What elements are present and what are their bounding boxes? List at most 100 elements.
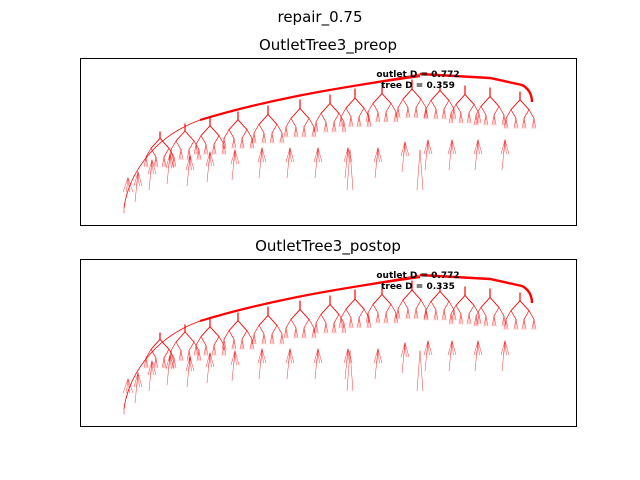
tree-vessel-segment xyxy=(285,118,292,128)
tree-vessel-segment xyxy=(447,139,453,155)
tree-vessel-segment xyxy=(170,350,174,361)
tree-vessel-segment xyxy=(320,102,331,114)
tree-vessel-segment xyxy=(133,372,139,388)
tree-vessel-segment xyxy=(493,307,500,317)
tree-vessel-segment xyxy=(261,333,265,345)
tree-vessel-segment xyxy=(464,294,475,306)
tree-vessel-segment xyxy=(343,147,349,163)
tree-vessel-segment xyxy=(447,340,453,356)
tree-vessel-segment xyxy=(329,303,340,315)
tree-vessel-segment xyxy=(433,309,437,321)
tree-vessel-segment xyxy=(258,348,263,380)
tree-vessel-segment xyxy=(127,177,130,193)
tree-vessel-segment xyxy=(455,104,462,114)
tree-vessel-segment xyxy=(258,113,269,125)
tree-vessel-segment xyxy=(423,108,427,120)
tree-vessel-segment xyxy=(473,139,479,155)
tree-vessel-segment xyxy=(468,313,472,325)
tree-vessel-segment xyxy=(233,137,237,149)
tree-vessel-segment xyxy=(171,156,175,168)
tree-vessel-segment xyxy=(390,304,397,314)
tree-vessel-segment xyxy=(385,312,389,324)
tree-vessel-segment xyxy=(153,357,157,369)
tree-vessel-segment xyxy=(450,313,454,325)
tree-vessel-segment xyxy=(377,348,380,364)
tree-vessel-segment xyxy=(531,319,535,330)
tree-vessel-segment xyxy=(290,319,297,329)
tree-vessel-segment xyxy=(209,326,220,338)
tree-vessel-segment xyxy=(423,340,429,356)
tree-vessel-segment xyxy=(413,308,417,319)
tree-vessel-segment xyxy=(419,350,424,392)
tree-vessel-segment xyxy=(466,313,470,325)
tree-vessel-segment xyxy=(344,348,349,380)
tree-vessel-segment xyxy=(323,322,327,334)
tree-vessel-segment xyxy=(415,308,419,319)
tree-vessel-segment xyxy=(345,97,356,109)
tree-vessel-segment xyxy=(271,124,278,134)
tree-vessel-segment xyxy=(166,354,171,386)
tree-vessel-segment xyxy=(451,139,454,155)
tree-vessel-segment xyxy=(186,350,190,361)
tree-vessel-segment xyxy=(513,319,517,330)
tree-vessel-segment xyxy=(448,100,455,110)
tree-vessel-segment xyxy=(196,149,200,160)
tree-vessel-segment xyxy=(283,327,287,339)
tree-vessel-segment xyxy=(480,106,487,116)
tree-vessel-segment xyxy=(241,339,245,350)
tree-vessel-segment xyxy=(198,149,202,160)
tree-vessel-segment xyxy=(450,112,454,124)
tree-vessel-segment xyxy=(234,350,237,366)
tree-vessel-segment xyxy=(186,356,191,388)
tree-vessel-segment xyxy=(253,325,260,335)
tree-vessel-segment xyxy=(213,135,220,145)
tree-vessel-segment xyxy=(485,114,489,126)
tree-vessel-segment xyxy=(365,111,369,123)
tree-vessel-segment xyxy=(295,327,299,339)
tree-vessel-segment xyxy=(175,130,186,142)
tree-vessel-segment xyxy=(323,121,327,133)
tree-vessel-segment xyxy=(485,315,489,327)
tree-vessel-segment xyxy=(477,139,480,155)
tree-vessel-segment xyxy=(395,308,399,319)
tree-vessel-segment xyxy=(151,159,154,175)
tree-vessel-segment xyxy=(498,106,505,116)
tree-vessel-segment xyxy=(251,137,255,149)
tree-vessel-segment xyxy=(373,147,379,163)
tree-vessel-segment xyxy=(175,341,182,351)
tree-vessel-segment xyxy=(375,111,379,123)
tree-vessel-segment xyxy=(258,314,269,326)
tree-vessel-segment xyxy=(161,357,165,369)
tree-vessel-segment xyxy=(448,112,452,124)
tree-vessel-segment xyxy=(393,312,397,324)
tree-vessel-segment xyxy=(223,143,227,155)
tree-vessel-segment xyxy=(320,314,327,324)
tree-vessel-segment xyxy=(400,141,406,157)
tree-vessel-segment xyxy=(523,117,527,129)
tree-vessel-segment xyxy=(303,118,310,128)
tree-vessel-segment xyxy=(315,113,322,123)
tree-vessel-segment xyxy=(453,309,457,321)
tree-vessel-segment xyxy=(178,149,182,160)
tree-vessel-segment xyxy=(293,126,297,138)
panel-preop-tree-diameter: tree D = 0.359 xyxy=(381,81,455,91)
tree-vessel-segment xyxy=(223,339,227,350)
tree-vessel-segment xyxy=(475,307,482,317)
tree-vessel-segment xyxy=(381,92,392,104)
tree-vessel-segment xyxy=(504,139,507,155)
tree-vessel-segment xyxy=(249,137,253,149)
tree-vessel-segment xyxy=(161,156,165,168)
tree-vessel-segment xyxy=(271,333,275,345)
tree-vessel-segment xyxy=(246,330,253,340)
tree-vessel-segment xyxy=(416,149,421,191)
tree-vessel-segment xyxy=(377,111,381,123)
tree-vessel-segment xyxy=(313,322,317,334)
tree-vessel-segment xyxy=(147,360,153,376)
tree-vessel-segment xyxy=(151,360,154,376)
tree-vessel-segment xyxy=(150,147,157,158)
tree-vessel-segment xyxy=(478,313,482,325)
tree-trunk xyxy=(419,273,534,304)
tree-vessel-segment xyxy=(455,294,466,306)
tree-vessel-segment xyxy=(451,340,454,356)
tree-vessel-segment xyxy=(286,348,291,380)
